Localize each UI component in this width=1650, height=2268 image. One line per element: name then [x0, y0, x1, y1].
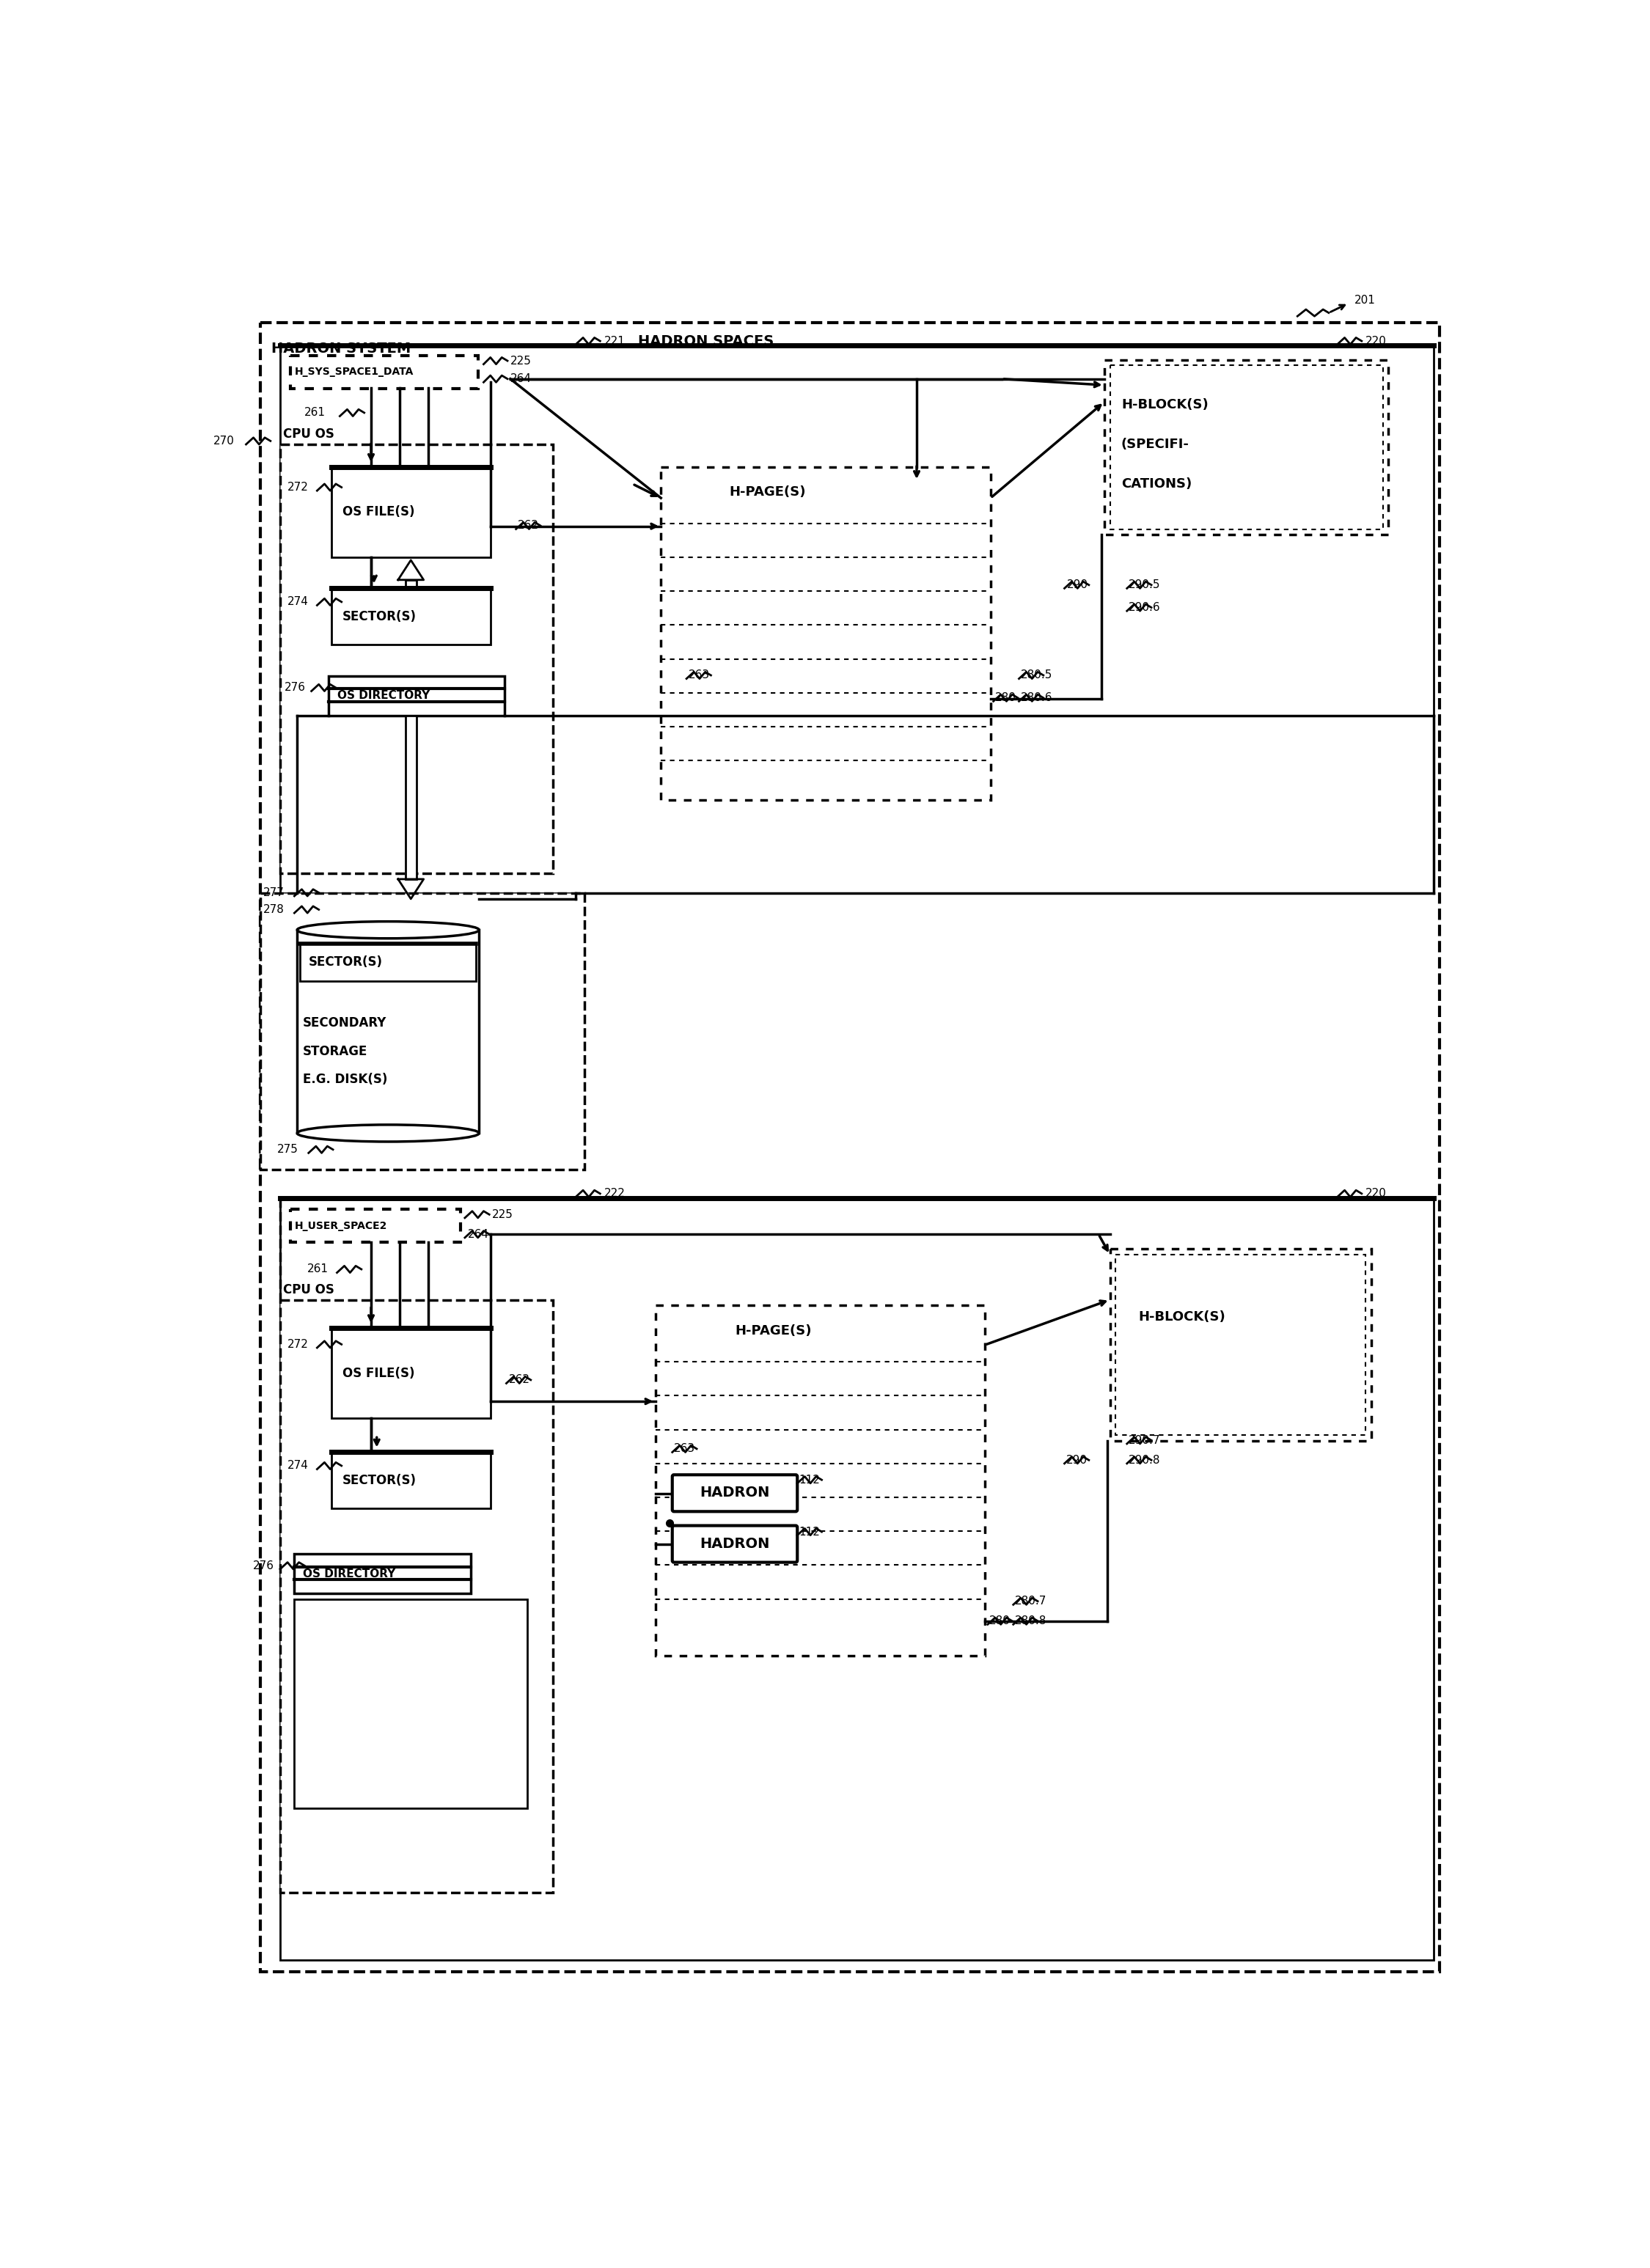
Bar	[280, 1300, 553, 1892]
Text: 274: 274	[287, 1461, 309, 1472]
Text: CPU OS: CPU OS	[284, 429, 335, 440]
Bar	[261, 894, 584, 1170]
Text: 263: 263	[673, 1442, 695, 1454]
Text: 222: 222	[604, 1188, 625, 1200]
Text: 225: 225	[492, 1209, 513, 1220]
Bar	[328, 676, 505, 714]
Text: 270: 270	[213, 435, 234, 447]
Text: 280.6: 280.6	[1021, 692, 1053, 703]
Bar	[332, 1452, 490, 1508]
Text: 272: 272	[287, 481, 309, 492]
Text: 262: 262	[508, 1374, 530, 1386]
Text: 280: 280	[990, 1615, 1010, 1626]
Text: 290.8: 290.8	[1129, 1454, 1160, 1465]
Text: 290: 290	[1068, 578, 1089, 590]
Text: HADRON SPACES: HADRON SPACES	[639, 333, 774, 347]
Text: E.G. DISK(S): E.G. DISK(S)	[304, 1073, 388, 1086]
Text: 264: 264	[467, 1229, 488, 1241]
Bar	[406, 581, 416, 587]
Text: 280.7: 280.7	[1015, 1597, 1046, 1606]
Text: H-PAGE(S): H-PAGE(S)	[729, 485, 805, 499]
Text: 277: 277	[264, 887, 285, 898]
Bar	[655, 1306, 985, 1656]
Text: 261: 261	[304, 408, 325, 417]
Text: H_USER_SPACE2: H_USER_SPACE2	[295, 1220, 388, 1232]
Text: 280.8: 280.8	[1015, 1615, 1046, 1626]
Text: CPU OS: CPU OS	[284, 1284, 335, 1297]
Text: 221: 221	[604, 336, 625, 347]
Text: H-BLOCK(S): H-BLOCK(S)	[1138, 1311, 1226, 1322]
Bar	[290, 1209, 460, 1243]
Text: 280: 280	[995, 692, 1016, 703]
Bar	[1110, 1250, 1371, 1440]
Text: H-PAGE(S): H-PAGE(S)	[734, 1325, 812, 1338]
Text: 290: 290	[1066, 1454, 1087, 1465]
Text: 290.6: 290.6	[1129, 601, 1160, 612]
Text: 112: 112	[799, 1474, 820, 1486]
Text: 263: 263	[688, 669, 710, 680]
Text: 112: 112	[799, 1526, 820, 1538]
Text: 276: 276	[284, 683, 305, 694]
Text: 272: 272	[287, 1338, 309, 1349]
Text: OS DIRECTORY: OS DIRECTORY	[304, 1567, 396, 1579]
Bar	[332, 467, 490, 558]
Text: HADRON: HADRON	[700, 1486, 771, 1499]
Bar	[280, 445, 553, 873]
Bar	[280, 1198, 1434, 1960]
Text: 290.7: 290.7	[1129, 1436, 1160, 1447]
Bar	[1110, 365, 1383, 528]
Text: SECTOR(S): SECTOR(S)	[343, 1474, 417, 1488]
Ellipse shape	[297, 921, 478, 939]
Bar	[332, 1329, 490, 1418]
Text: SECTOR(S): SECTOR(S)	[309, 955, 383, 968]
Bar	[662, 467, 990, 801]
Text: 280.5: 280.5	[1021, 669, 1053, 680]
Text: (SPECIFI-: (SPECIFI-	[1122, 438, 1190, 451]
FancyBboxPatch shape	[672, 1526, 797, 1563]
Bar	[300, 943, 477, 980]
Bar	[294, 1599, 528, 1808]
Text: 261: 261	[307, 1263, 328, 1275]
Text: H-BLOCK(S): H-BLOCK(S)	[1122, 399, 1208, 411]
Text: OS DIRECTORY: OS DIRECTORY	[337, 689, 429, 701]
Text: HADRON SYSTEM: HADRON SYSTEM	[272, 342, 411, 356]
Bar	[280, 345, 1434, 894]
Bar	[1104, 361, 1388, 535]
Text: 278: 278	[264, 905, 285, 914]
Ellipse shape	[297, 1125, 478, 1141]
Text: 274: 274	[287, 596, 309, 608]
Text: 220: 220	[1366, 336, 1386, 347]
Bar	[332, 587, 490, 644]
Text: H_SYS_SPACE1_DATA: H_SYS_SPACE1_DATA	[295, 367, 414, 376]
Text: 264: 264	[510, 374, 531, 383]
Bar	[406, 714, 416, 880]
Text: 201: 201	[1355, 295, 1376, 306]
Text: SECONDARY: SECONDARY	[304, 1016, 386, 1030]
Text: HADRON: HADRON	[700, 1538, 771, 1551]
Text: 290.5: 290.5	[1129, 578, 1160, 590]
FancyBboxPatch shape	[672, 1474, 797, 1510]
Text: 276: 276	[252, 1560, 274, 1572]
Bar	[290, 356, 478, 388]
Text: CATIONS): CATIONS)	[1122, 476, 1191, 490]
Text: 262: 262	[518, 519, 540, 531]
Bar	[1115, 1254, 1366, 1436]
Text: 220: 220	[1366, 1188, 1386, 1200]
Text: 275: 275	[277, 1143, 299, 1154]
Text: OS FILE(S): OS FILE(S)	[343, 506, 414, 519]
Text: SECTOR(S): SECTOR(S)	[343, 610, 417, 624]
Text: OS FILE(S): OS FILE(S)	[343, 1368, 414, 1379]
Text: STORAGE: STORAGE	[304, 1046, 368, 1057]
Bar	[294, 1554, 470, 1594]
Text: 225: 225	[510, 356, 531, 367]
